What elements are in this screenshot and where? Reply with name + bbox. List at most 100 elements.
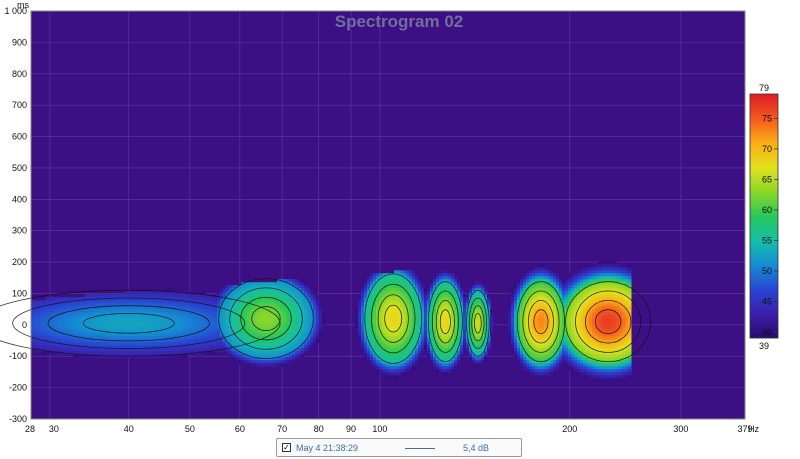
heat-cell xyxy=(283,315,287,319)
heat-cell xyxy=(415,282,419,286)
heat-cell xyxy=(310,339,314,343)
heat-cell xyxy=(256,327,260,331)
heat-cell xyxy=(445,327,449,331)
heat-cell xyxy=(400,363,404,367)
heat-cell xyxy=(415,336,419,340)
heat-cell xyxy=(67,321,71,325)
heat-cell xyxy=(130,303,134,307)
heat-cell xyxy=(94,339,98,343)
heat-cell xyxy=(541,357,545,361)
heat-cell xyxy=(76,297,80,301)
heat-cell xyxy=(52,297,56,301)
heat-cell xyxy=(304,348,308,352)
heat-cell xyxy=(265,345,269,349)
heat-cell xyxy=(172,312,176,316)
heat-cell xyxy=(553,321,557,325)
heat-cell xyxy=(277,330,281,334)
heat-cell xyxy=(403,348,407,352)
heat-cell xyxy=(313,342,317,346)
heat-cell xyxy=(625,342,629,346)
heat-cell xyxy=(190,327,194,331)
heat-cell xyxy=(514,333,518,337)
heat-cell xyxy=(571,348,575,352)
heat-cell xyxy=(586,342,590,346)
heat-cell xyxy=(613,357,617,361)
heat-cell xyxy=(385,297,389,301)
heat-cell xyxy=(565,327,569,331)
heat-cell xyxy=(541,282,545,286)
heat-cell xyxy=(265,309,269,313)
heat-cell xyxy=(274,300,278,304)
heat-cell xyxy=(484,324,488,328)
heat-cell xyxy=(469,324,473,328)
heat-cell xyxy=(613,375,617,379)
heat-cell xyxy=(424,315,428,319)
heat-cell xyxy=(547,333,551,337)
heat-cell xyxy=(247,357,251,361)
heat-cell xyxy=(562,324,566,328)
heat-cell xyxy=(553,357,557,361)
heat-cell xyxy=(550,366,554,370)
heat-cell xyxy=(376,285,380,289)
heat-cell xyxy=(187,351,191,355)
heat-cell xyxy=(118,315,122,319)
heat-cell xyxy=(412,360,416,364)
heat-cell xyxy=(559,330,563,334)
heat-cell xyxy=(370,300,374,304)
heat-cell xyxy=(535,363,539,367)
heat-cell xyxy=(376,363,380,367)
heat-cell xyxy=(565,294,569,298)
heat-cell xyxy=(538,297,542,301)
heat-cell xyxy=(592,279,596,283)
heat-cell xyxy=(40,324,44,328)
heat-cell xyxy=(232,333,236,337)
heat-cell xyxy=(289,297,293,301)
heat-cell xyxy=(43,312,47,316)
heat-cell xyxy=(424,345,428,349)
heat-cell xyxy=(532,300,536,304)
heat-cell xyxy=(535,291,539,295)
heat-cell xyxy=(307,321,311,325)
heat-cell xyxy=(301,303,305,307)
heat-cell xyxy=(397,363,401,367)
heat-cell xyxy=(397,324,401,328)
heat-cell xyxy=(514,294,518,298)
heat-cell xyxy=(55,339,59,343)
heat-cell xyxy=(613,267,617,271)
heat-cell xyxy=(604,348,608,352)
heat-cell xyxy=(319,324,323,328)
heat-cell xyxy=(235,324,239,328)
heat-cell xyxy=(235,333,239,337)
heat-cell xyxy=(97,330,101,334)
heat-cell xyxy=(595,267,599,271)
heat-cell xyxy=(544,297,548,301)
heat-cell xyxy=(229,333,233,337)
heat-cell xyxy=(280,312,284,316)
heat-cell xyxy=(73,315,77,319)
heat-cell xyxy=(457,360,461,364)
heat-cell xyxy=(580,348,584,352)
heat-cell xyxy=(364,282,368,286)
heat-cell xyxy=(268,351,272,355)
heat-cell xyxy=(508,330,512,334)
heat-cell xyxy=(421,333,425,337)
heat-cell xyxy=(199,294,203,298)
heat-cell xyxy=(526,351,530,355)
heat-cell xyxy=(181,297,185,301)
heat-cell xyxy=(211,333,215,337)
heat-cell xyxy=(73,336,77,340)
heat-cell xyxy=(418,303,422,307)
heat-cell xyxy=(448,309,452,313)
heat-cell xyxy=(298,291,302,295)
heat-cell xyxy=(373,360,377,364)
heat-cell xyxy=(373,348,377,352)
heat-cell xyxy=(82,315,86,319)
heat-cell xyxy=(364,309,368,313)
heat-cell xyxy=(442,303,446,307)
heat-cell xyxy=(385,285,389,289)
heat-cell xyxy=(106,336,110,340)
heat-cell xyxy=(430,300,434,304)
heat-cell xyxy=(409,324,413,328)
heat-cell xyxy=(268,324,272,328)
heat-cell xyxy=(64,330,68,334)
